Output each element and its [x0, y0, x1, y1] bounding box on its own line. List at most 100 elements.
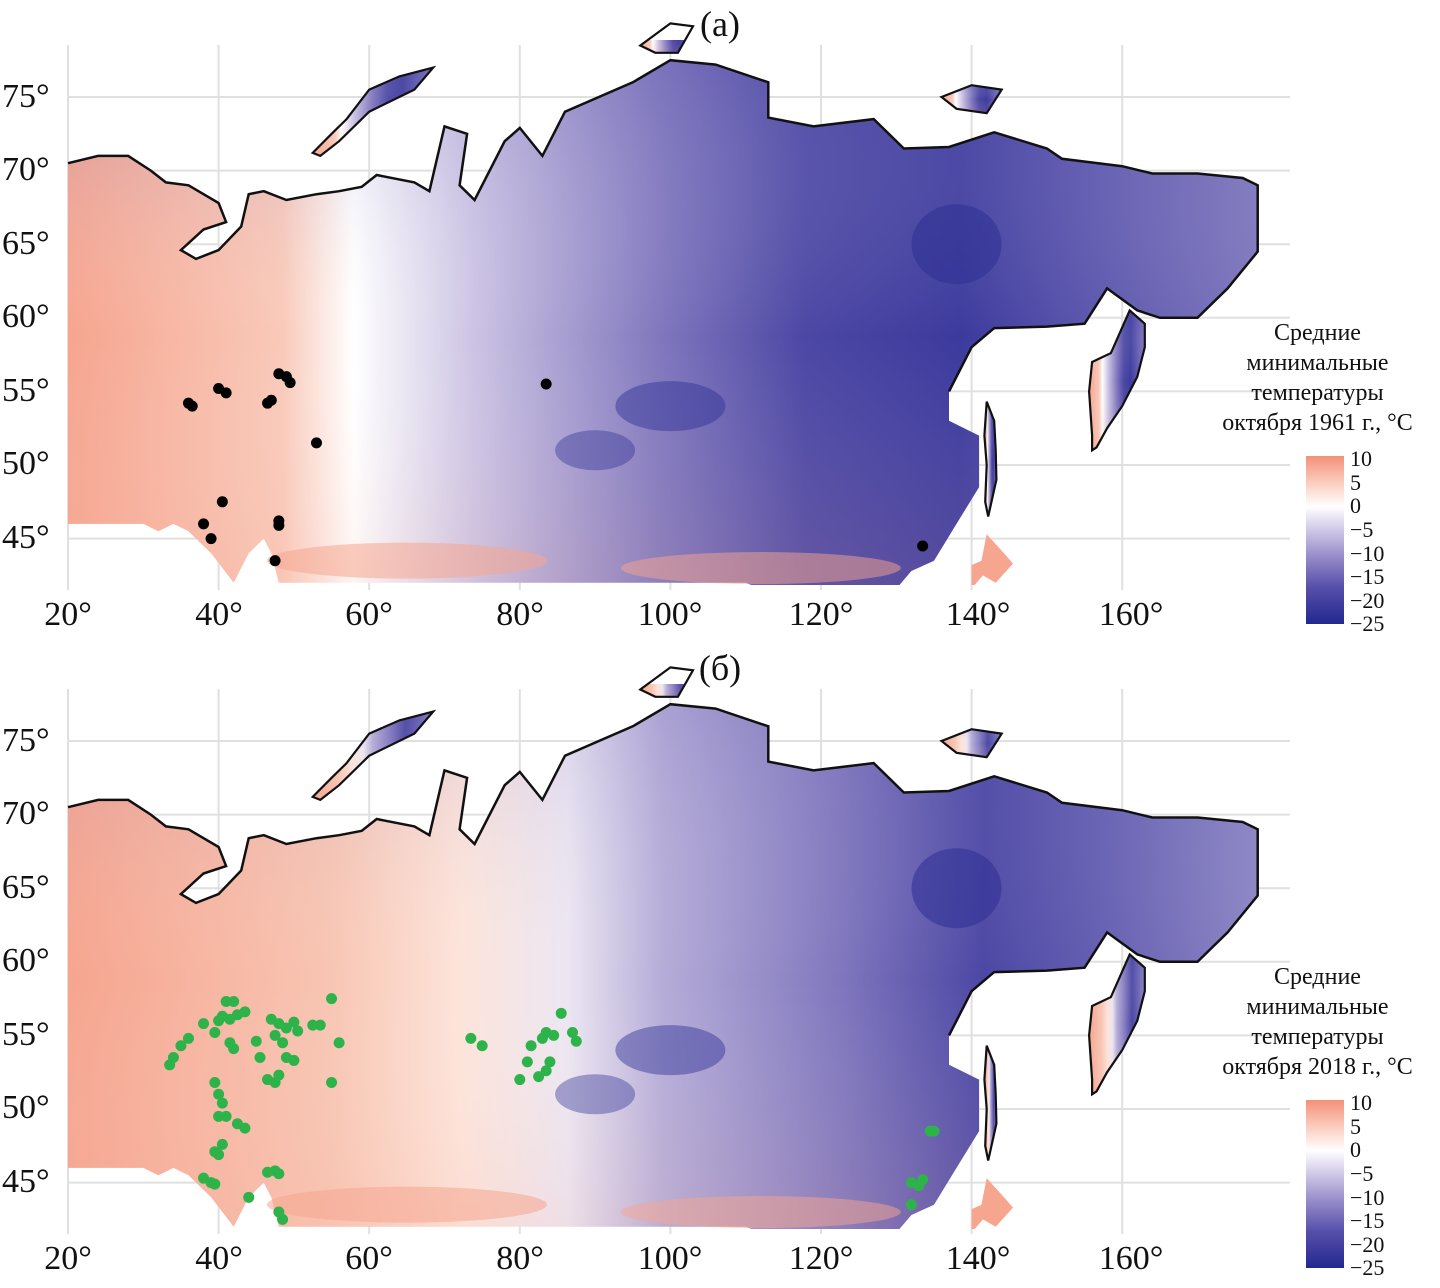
- colorbar-tick: −20: [1350, 588, 1385, 613]
- colorbar-tick: −15: [1350, 1208, 1385, 1233]
- observation-point: [254, 1051, 266, 1063]
- lat-tick-45: 45°: [2, 519, 50, 556]
- observation-point: [465, 1032, 477, 1044]
- colorbar-b: [1306, 1100, 1344, 1268]
- colorbar-tick: −20: [1350, 1232, 1385, 1257]
- lon-tick-100: 100°: [637, 596, 703, 633]
- observation-points: [182, 368, 929, 567]
- colorbar-tick: −10: [1350, 541, 1385, 566]
- observation-points: [164, 993, 940, 1225]
- observation-point: [243, 1191, 255, 1203]
- coastline: [67, 666, 1259, 1161]
- observation-point: [220, 1110, 232, 1122]
- observation-point: [514, 1074, 526, 1086]
- colorbar-tick: 0: [1350, 1137, 1361, 1162]
- legend-title-line: температуры: [1251, 1024, 1384, 1050]
- lon-tick-100: 100°: [637, 1240, 703, 1277]
- colorbar-tick: −5: [1350, 517, 1374, 542]
- observation-point: [533, 1071, 545, 1083]
- lon-tick-60: 60°: [345, 1240, 393, 1277]
- observation-point: [277, 1037, 289, 1049]
- lat-tick-70: 70°: [2, 151, 50, 188]
- observation-point: [198, 518, 210, 530]
- observation-point: [273, 1168, 285, 1180]
- lat-tick-75: 75°: [2, 78, 50, 115]
- lat-tick-50: 50°: [2, 445, 50, 482]
- colorbar-tick: 10: [1350, 446, 1372, 471]
- lon-tick-140: 140°: [945, 1240, 1011, 1277]
- observation-point: [284, 377, 296, 389]
- colorbar-tick: 10: [1350, 1090, 1372, 1115]
- legend-title-line: минимальные: [1246, 350, 1389, 376]
- landmass: [68, 684, 1258, 1229]
- observation-point: [224, 1013, 236, 1025]
- legend-title-line: Средние: [1274, 320, 1361, 346]
- legend-title-line: октября 2018 г., °C: [1222, 1054, 1413, 1080]
- observation-point: [567, 1026, 579, 1038]
- observation-point: [228, 1043, 240, 1055]
- map-panel-a: (а) 75° 70° 65° 60° 55° 50° 45° 20° 40° …: [2, 4, 1413, 635]
- lat-tick-55: 55°: [2, 372, 50, 409]
- coastline: [67, 22, 1259, 517]
- lon-tick-140: 140°: [945, 596, 1011, 633]
- lat-tick-60: 60°: [2, 298, 50, 335]
- observation-point: [220, 387, 232, 399]
- observation-point: [216, 496, 228, 508]
- observation-point: [186, 400, 198, 412]
- colorbar-tick: −25: [1350, 1255, 1385, 1280]
- lon-tick-80: 80°: [496, 1240, 544, 1277]
- observation-point: [216, 1138, 228, 1150]
- observation-point: [928, 1125, 940, 1137]
- observation-point: [540, 1065, 552, 1077]
- lat-tick-45: 45°: [2, 1163, 50, 1200]
- panel-label-b: (б): [698, 648, 742, 688]
- observation-point: [917, 540, 929, 552]
- lon-tick-20: 20°: [44, 1240, 92, 1277]
- observation-point: [521, 1056, 533, 1068]
- lon-tick-160: 160°: [1098, 1240, 1164, 1277]
- lon-tick-120: 120°: [788, 596, 854, 633]
- temperature-map-a: [67, 22, 1290, 590]
- observation-point: [333, 1037, 345, 1049]
- lon-tick-40: 40°: [195, 1240, 243, 1277]
- observation-point: [326, 1077, 338, 1089]
- observation-point: [198, 1018, 210, 1030]
- lon-tick-120: 120°: [788, 1240, 854, 1277]
- colorbar-tick: −15: [1350, 564, 1385, 589]
- observation-point: [555, 1007, 567, 1019]
- lat-tick-65: 65°: [2, 225, 50, 262]
- observation-point: [239, 1122, 251, 1134]
- map-panel-b: (б) 75° 70° 65° 60° 55° 50° 45° 20° 40° …: [0, 644, 1440, 1288]
- lat-tick-50: 50°: [2, 1089, 50, 1126]
- colorbar-a: [1306, 456, 1344, 624]
- observation-point: [213, 1149, 225, 1161]
- observation-point: [310, 437, 322, 449]
- observation-point: [307, 1019, 319, 1031]
- observation-point: [205, 533, 217, 545]
- legend-title-line: октября 1961 г., °C: [1222, 410, 1413, 436]
- observation-point: [220, 996, 232, 1008]
- legend-title-line: температуры: [1251, 380, 1384, 406]
- observation-point: [917, 1174, 929, 1186]
- observation-point: [167, 1051, 179, 1063]
- lat-tick-65: 65°: [2, 869, 50, 906]
- observation-point: [216, 1097, 228, 1109]
- observation-point: [905, 1199, 917, 1211]
- temperature-map-b: [67, 666, 1290, 1234]
- lat-tick-70: 70°: [2, 795, 50, 832]
- observation-point: [228, 996, 240, 1008]
- observation-point: [269, 1029, 281, 1041]
- observation-point: [213, 1110, 225, 1122]
- landmass: [68, 40, 1258, 585]
- colorbar-tick: −5: [1350, 1161, 1374, 1186]
- observation-point: [273, 1069, 285, 1081]
- colorbar-tick: 0: [1350, 493, 1361, 518]
- lat-tick-60: 60°: [2, 942, 50, 979]
- legend-title-line: Средние: [1274, 964, 1361, 990]
- colorbar-tick: 5: [1350, 470, 1361, 495]
- observation-point: [292, 1025, 304, 1037]
- legend-title-line: минимальные: [1246, 994, 1389, 1020]
- observation-point: [570, 1035, 582, 1047]
- observation-point: [265, 394, 277, 406]
- panel-label-a: (а): [700, 4, 740, 44]
